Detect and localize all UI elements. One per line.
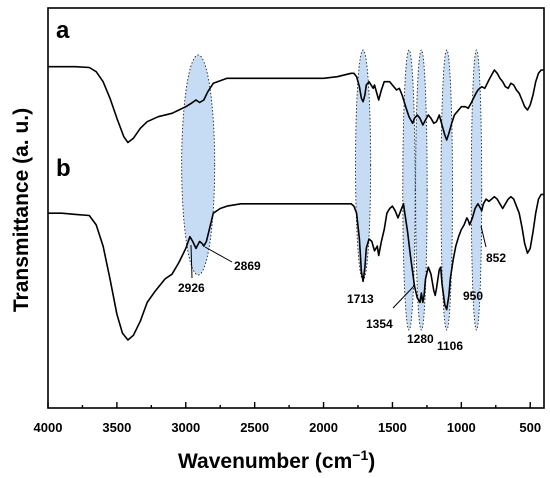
y-axis-title: Transmittance (a. u.) [10,108,33,312]
leader-852 [480,225,487,248]
highlight-bands [181,49,483,331]
x-tick-label-3500: 3500 [102,420,131,435]
peak-label-1106: 1106 [437,339,463,353]
x-tick-label-2500: 2500 [240,420,269,435]
leader-2869 [204,246,233,263]
leader-2926 [190,244,193,279]
highlight-band-1106 [440,49,453,331]
spectrum-a [48,65,544,144]
x-tick-label-4000: 4000 [34,420,63,435]
leader-1354 [392,284,416,309]
x-axis-title: Wavenumber (cm−1) [178,447,375,473]
peak-annotations: 2926 2869 1713 1354 1280 1106 950 852 [178,225,506,353]
panel-label-a: a [56,17,70,44]
x-tick-label-500: 500 [519,420,541,435]
highlight-band-1290 [415,49,428,331]
x-axis-ticks: 4000 3500 3000 2500 2000 1500 1000 500 [34,402,541,435]
peak-label-1713: 1713 [347,292,374,306]
highlight-band-2910 [181,54,216,276]
peak-label-950: 950 [463,289,483,303]
x-tick-label-3000: 3000 [171,420,200,435]
peak-label-2926: 2926 [178,281,205,295]
spectra [48,65,544,341]
x-tick-label-2000: 2000 [309,420,338,435]
peak-label-1280: 1280 [407,332,434,346]
highlight-band-1380 [402,49,416,331]
plot-frame [47,7,545,409]
x-tick-label-1000: 1000 [447,420,476,435]
peak-label-2869: 2869 [234,259,261,273]
x-tick-label-1500: 1500 [378,420,407,435]
highlight-band-890 [470,49,483,331]
highlight-band-1713 [355,49,372,281]
peak-label-852: 852 [486,251,506,265]
spectrum-b [48,193,544,341]
panel-label-b: b [56,155,71,182]
peak-label-1354: 1354 [366,317,393,331]
